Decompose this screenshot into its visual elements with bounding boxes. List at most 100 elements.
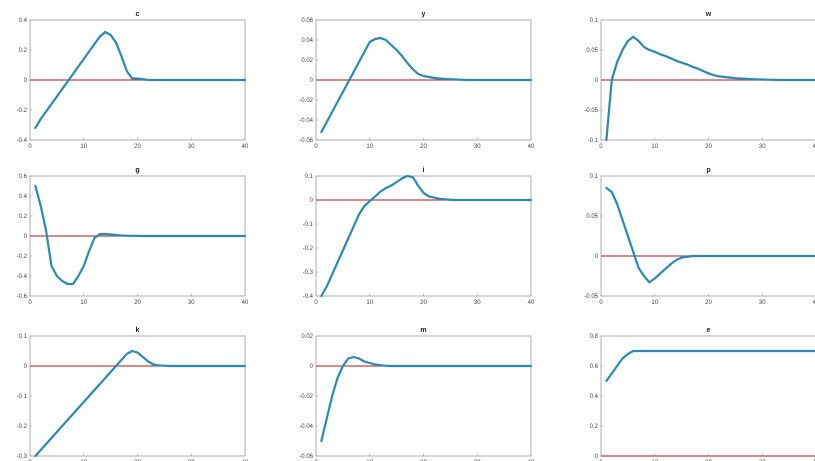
subplot-i: i 0 10 20 30 40 -0.4 -0.3 -0.2 -0.1 0 0.1 (303, 167, 535, 306)
x-tick-label: 10 (366, 144, 373, 150)
y-tick-label: 0 (310, 198, 314, 204)
y-tick-label: -0.04 (299, 424, 313, 430)
axes-frame (315, 335, 532, 457)
x-tick-label: 10 (80, 144, 87, 150)
y-tick-label: 0 (24, 364, 28, 370)
x-tick-label: 20 (134, 300, 141, 306)
y-tick-label: -0.06 (299, 138, 313, 144)
subplot-y: y 0 10 20 30 40 -0.06 -0.04 -0.02 0 0.02 0.04 0.06 (299, 11, 535, 150)
x-tick-label: 20 (705, 144, 712, 150)
series-line (320, 355, 533, 443)
y-tick-label: -0.02 (299, 98, 313, 104)
y-tick-label: 0 (310, 364, 314, 370)
x-tick-label: 0 (599, 300, 603, 306)
x-tick-label: 30 (188, 144, 195, 150)
y-tick-label: 0.2 (19, 214, 28, 220)
y-tick-label: 0 (310, 78, 314, 84)
y-tick-label: -0.2 (17, 424, 28, 430)
subplot-e: e01020304000.20.40.60.8 (590, 327, 815, 461)
subplot-g: g 0 10 20 30 40 -0.6 -0.4 -0.2 0 0.2 0.4 0.6 (17, 167, 249, 306)
y-tick-label: -0.1 (17, 394, 28, 400)
x-tick-label: 0 (28, 300, 32, 306)
x-tick-label: 30 (188, 300, 195, 306)
subplot-w: w 0 10 20 30 40 -0.1 -0.05 0 0.05 0.1 (584, 11, 815, 150)
y-tick-label: -0.04 (299, 118, 313, 124)
y-tick-label: 0.4 (590, 394, 599, 400)
subplot-title: i (423, 167, 425, 174)
x-tick-label: 40 (813, 300, 815, 306)
subplot-title: m (420, 327, 426, 334)
x-tick-label: 40 (813, 144, 815, 150)
subplot-title: w (705, 11, 712, 18)
y-tick-label: 0 (24, 78, 28, 84)
subplot-title: e (707, 327, 711, 334)
y-tick-label: 0.1 (590, 18, 599, 24)
y-tick-label: -0.06 (299, 454, 313, 460)
x-tick-label: 10 (651, 144, 658, 150)
y-tick-label: 0.04 (301, 38, 313, 44)
y-tick-label: 0.4 (19, 194, 28, 200)
subplot-title: k (136, 327, 140, 334)
y-tick-label: -0.05 (584, 294, 598, 300)
axes-frame (29, 335, 246, 457)
x-tick-label: 40 (528, 300, 535, 306)
y-tick-label: -0.6 (17, 294, 28, 300)
x-tick-label: 0 (314, 300, 318, 306)
y-tick-label: -0.2 (17, 108, 28, 114)
y-tick-label: 0.2 (590, 424, 599, 430)
y-tick-label: 0 (595, 78, 599, 84)
y-tick-label: 0.05 (586, 214, 598, 220)
subplot-title: p (706, 167, 710, 174)
axes-frame (600, 335, 815, 457)
y-tick-label: -0.2 (303, 246, 314, 252)
y-tick-label: -0.2 (17, 254, 28, 260)
x-tick-label: 30 (759, 300, 766, 306)
y-tick-label: 0.6 (19, 174, 28, 180)
subplot-c: c 0 10 20 30 40 -0.4 -0.2 0 0.2 0.4 (17, 11, 249, 150)
x-tick-label: 0 (599, 144, 603, 150)
subplot-k: k010203040-0.3-0.2-0.100.1 (17, 327, 249, 461)
x-tick-label: 10 (80, 300, 87, 306)
y-tick-label: 0.02 (301, 334, 313, 340)
series-line (34, 349, 247, 458)
y-tick-label: 0 (24, 234, 28, 240)
y-tick-label: -0.02 (299, 394, 313, 400)
y-tick-label: -0.1 (588, 138, 599, 144)
axes-frame (600, 175, 815, 297)
y-tick-label: 0.2 (19, 48, 28, 54)
x-tick-label: 20 (420, 144, 427, 150)
axes-frame (315, 175, 532, 297)
x-tick-label: 20 (420, 300, 427, 306)
series-line (320, 36, 533, 134)
y-tick-label: 0.6 (590, 364, 599, 370)
y-tick-label: 0.06 (301, 18, 313, 24)
y-tick-label: -0.05 (584, 108, 598, 114)
x-tick-label: 10 (366, 300, 373, 306)
series-line (605, 349, 815, 383)
x-tick-label: 30 (474, 144, 481, 150)
x-tick-label: 40 (528, 144, 535, 150)
y-tick-label: 0.05 (586, 48, 598, 54)
y-tick-label: 0 (595, 454, 599, 460)
x-tick-label: 0 (28, 144, 32, 150)
x-tick-label: 40 (242, 300, 249, 306)
x-tick-label: 30 (759, 144, 766, 150)
y-tick-label: -0.1 (303, 222, 314, 228)
y-tick-label: -0.4 (17, 274, 28, 280)
y-tick-label: -0.3 (17, 454, 28, 460)
y-tick-label: 0.02 (301, 58, 313, 64)
subplot-title: g (135, 167, 139, 174)
series-line (34, 30, 247, 130)
y-tick-label: 0.4 (19, 18, 28, 24)
x-tick-label: 30 (474, 300, 481, 306)
y-tick-label: 0.1 (305, 174, 314, 180)
subplot-title: c (136, 11, 140, 18)
x-tick-label: 20 (134, 144, 141, 150)
y-tick-label: -0.4 (303, 294, 314, 300)
y-tick-label: 0 (595, 254, 599, 260)
y-tick-label: -0.4 (17, 138, 28, 144)
x-tick-label: 0 (314, 144, 318, 150)
